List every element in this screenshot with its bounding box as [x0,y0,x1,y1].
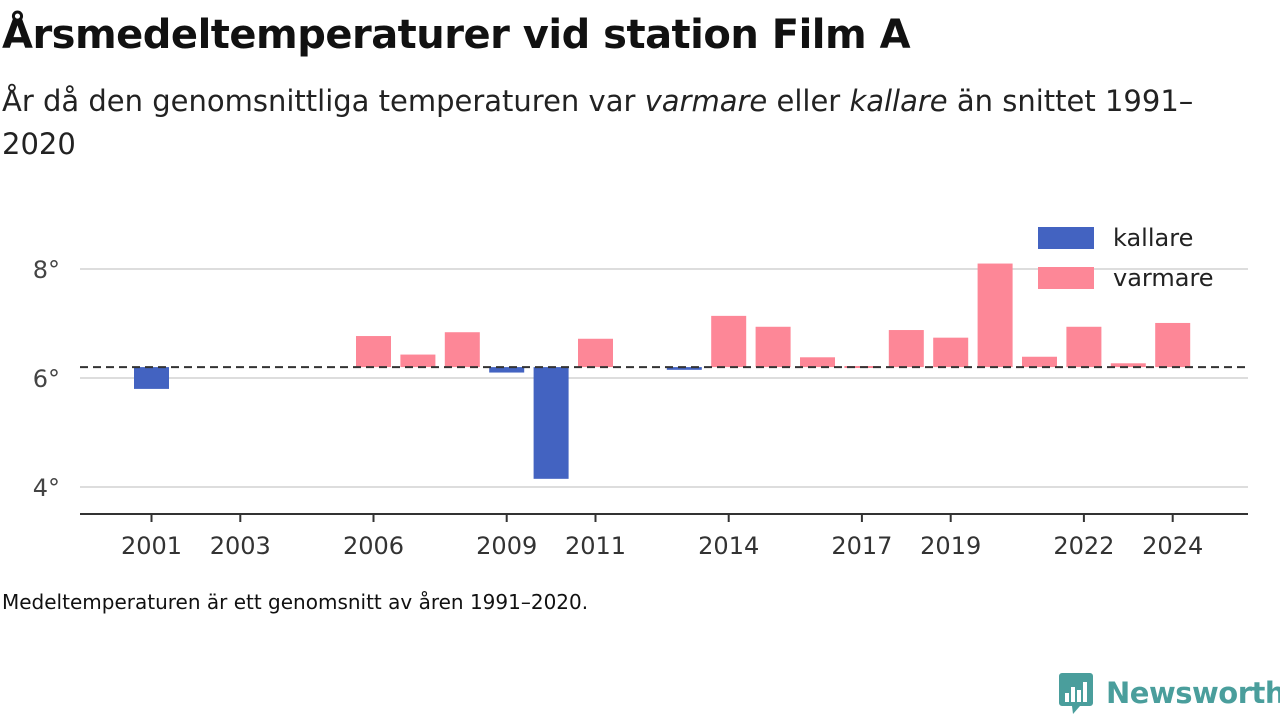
bar-kallare-2001 [134,367,169,389]
bar-varmare-2015 [755,326,791,368]
x-tick-label: 2009 [476,532,537,560]
subtitle-warm-word: varmare [644,84,768,118]
x-tick-label: 2017 [831,532,892,560]
chart-title: Årsmedeltemperaturer vid station Film A [2,12,911,58]
bar-varmare-2019 [933,337,969,368]
legend-swatch-kallare [1038,227,1094,249]
subtitle-middle: eller [767,84,850,118]
legend-swatch-varmare [1038,267,1094,289]
x-tick-label: 2024 [1142,532,1203,560]
bar-varmare-2022 [1066,326,1102,368]
legend-label-kallare: kallare [1113,224,1193,252]
bar-varmare-2014 [711,315,747,368]
x-tick-label: 2011 [565,532,626,560]
bar-varmare-2006 [356,336,391,368]
bar-varmare-2008 [444,332,480,368]
subtitle-prefix: År då den genomsnittliga temperaturen va… [2,84,645,118]
bar-varmare-2007 [400,354,436,368]
axes: 4° 6° 8° 2001 2003 2006 2009 2011 2014 2017 2019 20… [33,256,1248,560]
bars [80,263,1248,479]
subtitle-cold-word: kallare [849,84,948,118]
x-tick-label: 2001 [121,532,182,560]
x-tick-label: 2022 [1053,532,1114,560]
bar-varmare-2023 [1110,363,1146,368]
bar-varmare-2018 [888,330,924,368]
temperature-bar-chart: 4° 6° 8° 2001 2003 2006 2009 2011 2014 2017 2019 20… [33,224,1248,560]
subtitle-suffix: än snittet 1991–2020 [2,84,1194,161]
bar-varmare-2021 [1022,356,1057,368]
brand-logo: Newsworthy [1058,671,1280,715]
bar-varmare-2011 [578,338,613,368]
bar-kallare-2009 [489,367,525,373]
y-tick-label: 8° [33,256,60,284]
footnote: Medeltemperaturen är ett genomsnitt av å… [2,590,589,614]
y-tick-label: 4° [33,474,60,502]
bar-varmare-2016 [800,357,835,368]
chart-subtitle: År då den genomsnittliga temperaturen va… [2,80,1202,166]
brand-name: Newsworthy [1106,676,1280,710]
grid-lines [80,268,1248,488]
x-tick-label: 2003 [210,532,271,560]
bar-kallare-2013 [666,367,702,370]
legend-label-varmare: varmare [1113,264,1214,292]
bar-varmare-2020 [977,263,1013,368]
newsworthy-logo-icon [1059,673,1093,714]
x-tick-label: 2019 [920,532,981,560]
legend: kallare varmare [1038,224,1214,292]
bar-kallare-2010 [533,367,569,479]
y-tick-label: 6° [33,365,60,393]
x-tick-label: 2006 [343,532,404,560]
bar-varmare-2024 [1155,322,1191,368]
x-tick-label: 2014 [698,532,759,560]
